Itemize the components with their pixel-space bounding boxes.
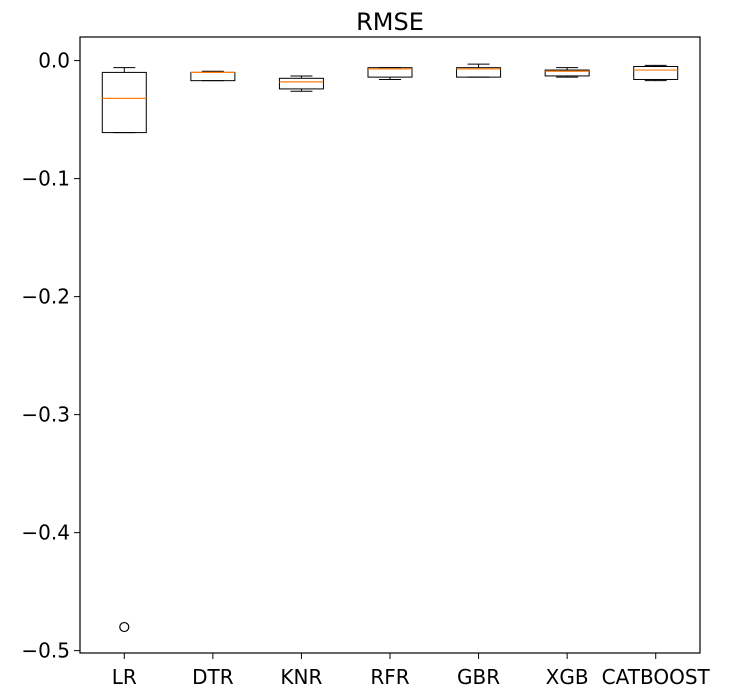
- y-tick-label: −0.1: [21, 167, 70, 191]
- x-tick-label-lr: LR: [112, 665, 137, 689]
- plot-area: 0.0 −0.1 −0.2 −0.3 −0.4 −0.5 LR DTR KNR RFR GBR XGB…: [21, 36, 711, 689]
- y-tick-label: −0.2: [21, 285, 70, 309]
- box-dtr: [190, 71, 236, 82]
- x-tick-label-catboost: CATBOOST: [602, 665, 711, 689]
- box-lr: [101, 71, 147, 134]
- box-knr: [278, 77, 324, 90]
- y-tick-label: −0.4: [21, 521, 70, 545]
- box-catboost: [633, 66, 679, 80]
- box-rfr: [367, 67, 413, 78]
- x-tick-label-gbr: GBR: [457, 665, 500, 689]
- x-tick-label-xgb: XGB: [546, 665, 589, 689]
- y-tick-label: −0.5: [21, 639, 70, 663]
- x-tick-label-dtr: DTR: [192, 665, 234, 689]
- chart-title: RMSE: [356, 8, 424, 36]
- x-tick-label-knr: KNR: [280, 665, 322, 689]
- box-gbr: [456, 67, 502, 78]
- y-tick-label: 0.0: [38, 49, 70, 73]
- plot-frame: [79, 36, 701, 654]
- x-tick-label-rfr: RFR: [370, 665, 409, 689]
- box-xgb: [544, 69, 590, 77]
- outlier-lr: [119, 621, 130, 633]
- y-tick-label: −0.3: [21, 403, 70, 427]
